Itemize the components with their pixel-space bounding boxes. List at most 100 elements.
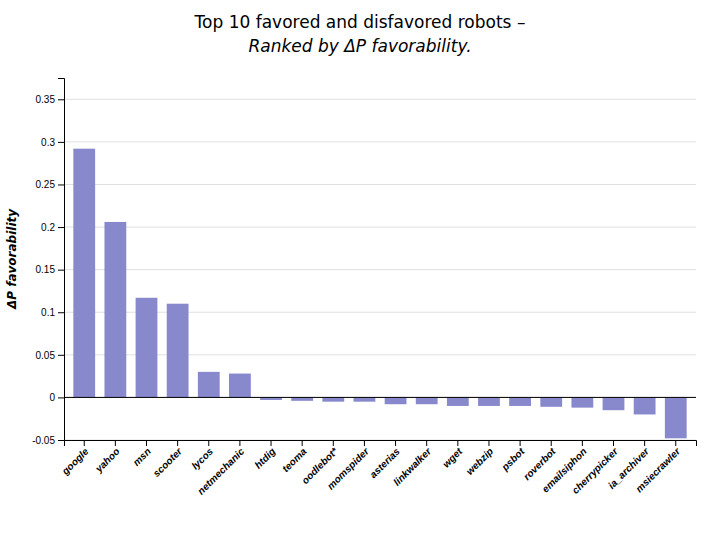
x-tick: yahoo bbox=[92, 440, 121, 475]
y-tick-label: 0.35 bbox=[36, 94, 56, 105]
x-tick-mark bbox=[520, 440, 521, 446]
x-tick-mark bbox=[271, 440, 272, 446]
x-tick-mark bbox=[488, 440, 489, 446]
y-tick-label: -0.05 bbox=[32, 435, 55, 446]
x-tick-mark bbox=[208, 440, 209, 446]
y-tick-mark bbox=[58, 440, 64, 441]
grid-line bbox=[64, 227, 696, 228]
x-tick-mark bbox=[582, 440, 583, 446]
bar bbox=[478, 397, 500, 406]
grid-line bbox=[64, 354, 696, 355]
y-tick: 0.15 bbox=[36, 264, 64, 275]
y-tick-mark bbox=[58, 355, 64, 356]
y-tick: 0.2 bbox=[41, 222, 64, 233]
x-tick: wget bbox=[440, 440, 464, 470]
x-axis-line bbox=[65, 441, 697, 447]
x-tick-mark bbox=[457, 440, 458, 446]
y-tick: 0.05 bbox=[36, 350, 64, 361]
x-tick-mark bbox=[675, 440, 676, 446]
x-tick-mark bbox=[177, 440, 178, 446]
bar bbox=[447, 397, 469, 406]
y-tick-label: 0.3 bbox=[41, 137, 55, 148]
y-axis: -0.05 0 0.05 0.1 0.15 0.2 0.25 0.3 0.35 bbox=[32, 79, 64, 446]
x-tick: google bbox=[59, 440, 91, 477]
x-tick: netmechanic bbox=[195, 440, 246, 497]
y-tick: 0.3 bbox=[41, 137, 64, 148]
x-tick: webzip bbox=[464, 440, 495, 477]
x-tick: linkwalker bbox=[391, 440, 434, 488]
x-tick: psbot bbox=[499, 440, 527, 473]
x-tick: scooter bbox=[151, 440, 185, 479]
x-tick-mark bbox=[146, 440, 147, 446]
y-axis-title: ΔP favorability bbox=[5, 208, 19, 310]
x-tick: msiecrawler bbox=[633, 440, 682, 494]
y-tick-mark bbox=[58, 227, 64, 228]
bars bbox=[64, 149, 696, 439]
y-tick-label: 0.1 bbox=[41, 307, 55, 318]
x-tick-mark bbox=[426, 440, 427, 446]
bar bbox=[540, 397, 562, 406]
y-tick: -0.05 bbox=[32, 435, 64, 446]
bar bbox=[229, 374, 251, 398]
y-tick-label: 0.2 bbox=[41, 222, 55, 233]
x-tick: momspider bbox=[325, 440, 372, 492]
x-tick-label: webzip bbox=[464, 446, 495, 477]
bar bbox=[509, 397, 531, 406]
x-tick-label: scooter bbox=[151, 445, 185, 479]
title: Top 10 favored and disfavored robots – bbox=[194, 12, 526, 32]
x-tick-mark bbox=[115, 440, 116, 446]
y-tick: 0 bbox=[49, 392, 64, 403]
x-axis: googleyahoo msnscooterlycosnetmechanichtd… bbox=[59, 440, 697, 497]
grid bbox=[64, 99, 696, 440]
x-tick-mark bbox=[333, 440, 334, 446]
x-tick-mark bbox=[239, 440, 240, 446]
subtitle: Ranked by ΔP favorability. bbox=[248, 36, 471, 56]
bar bbox=[167, 304, 189, 398]
x-tick-label: linkwalker bbox=[391, 445, 434, 488]
x-tick-label: netmechanic bbox=[195, 445, 246, 496]
x-tick-label: htdig bbox=[252, 446, 277, 471]
x-tick: htdig bbox=[252, 440, 277, 471]
y-tick-label: 0.15 bbox=[36, 264, 56, 275]
x-tick-label: teoma bbox=[280, 445, 309, 474]
bar bbox=[322, 397, 344, 401]
grid-line bbox=[64, 312, 696, 313]
bar bbox=[136, 298, 158, 398]
bar bbox=[73, 149, 95, 398]
x-tick-label: momspider bbox=[325, 445, 372, 492]
chart: Top 10 favored and disfavored robots – Ra… bbox=[0, 0, 720, 540]
x-tick-mark bbox=[613, 440, 614, 446]
x-tick: teoma bbox=[280, 440, 309, 474]
x-tick-label: wget bbox=[440, 445, 464, 469]
bar bbox=[416, 397, 438, 404]
y-tick-label: 0.25 bbox=[36, 179, 56, 190]
x-tick-label: google bbox=[59, 445, 91, 477]
bar bbox=[603, 397, 625, 410]
x-tick-mark bbox=[644, 440, 645, 446]
y-axis-line bbox=[58, 79, 65, 441]
y-tick-mark bbox=[58, 312, 64, 313]
y-tick-label: 0 bbox=[49, 392, 55, 403]
x-tick-mark bbox=[551, 440, 552, 446]
bar bbox=[571, 397, 593, 407]
y-tick: 0.25 bbox=[36, 179, 64, 190]
grid-line bbox=[64, 141, 696, 142]
x-tick: msn bbox=[131, 440, 153, 468]
x-tick-label: lycos bbox=[189, 445, 215, 471]
bar bbox=[665, 397, 687, 438]
y-tick-mark bbox=[58, 184, 64, 185]
bar bbox=[354, 397, 376, 401]
y-tick: 0.35 bbox=[36, 94, 64, 105]
x-tick-mark bbox=[84, 440, 85, 446]
x-tick-label: yahoo bbox=[92, 446, 121, 475]
y-tick-mark bbox=[58, 397, 64, 398]
bar bbox=[385, 397, 407, 404]
x-tick-mark bbox=[395, 440, 396, 446]
zero-line bbox=[64, 397, 696, 398]
grid-line bbox=[64, 184, 696, 185]
x-tick-label: psbot bbox=[499, 445, 527, 473]
x-tick-mark bbox=[302, 440, 303, 446]
x-tick: lycos bbox=[189, 440, 215, 472]
x-tick-label: msn bbox=[131, 446, 153, 468]
grid-line bbox=[64, 269, 696, 270]
